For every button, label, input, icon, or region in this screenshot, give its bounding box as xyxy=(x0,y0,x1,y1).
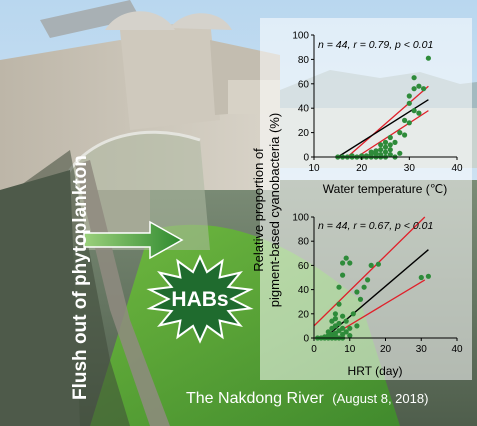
data-point xyxy=(411,108,417,114)
xlabel-water-temperature: Water temperature (℃) xyxy=(323,182,447,196)
data-point xyxy=(368,262,374,268)
data-point xyxy=(402,117,408,123)
data-point xyxy=(382,149,389,155)
data-point xyxy=(365,277,371,283)
data-point xyxy=(418,274,424,281)
data-point xyxy=(350,311,356,317)
data-point xyxy=(411,86,417,92)
data-point xyxy=(406,120,412,126)
x-tick-label: 30 xyxy=(404,163,416,174)
data-point xyxy=(361,284,367,290)
x-tick-label: 0 xyxy=(311,344,317,355)
y-tick-label: 20 xyxy=(298,128,310,139)
shared-ylabel-line2: pigment-based cyanobacteria (%) xyxy=(267,113,282,307)
x-tick-label: 40 xyxy=(451,163,463,174)
y-tick-label: 80 xyxy=(298,55,310,66)
data-point xyxy=(378,142,384,148)
data-point xyxy=(397,130,403,136)
data-point xyxy=(340,260,346,266)
location-caption: The Nakdong River (August 8, 2018) xyxy=(186,390,428,407)
data-point xyxy=(357,296,364,302)
y-tick-label: 0 xyxy=(303,153,309,164)
data-point xyxy=(340,313,346,319)
x-tick-label: 20 xyxy=(380,344,392,355)
data-point xyxy=(375,261,381,267)
y-tick-label: 60 xyxy=(298,261,310,272)
data-point xyxy=(402,132,408,138)
data-point xyxy=(336,301,342,307)
data-point xyxy=(349,153,355,159)
data-point xyxy=(336,320,342,327)
chart-stats-hrt: n = 44, r = 0.67, p < 0.01 xyxy=(318,220,433,232)
data-point xyxy=(382,144,389,150)
x-tick-label: 10 xyxy=(344,344,356,355)
location-name: The Nakdong River xyxy=(186,390,325,407)
y-tick-label: 100 xyxy=(292,31,309,42)
habs-burst-icon xyxy=(146,254,254,344)
data-point xyxy=(343,318,349,324)
data-point xyxy=(378,152,384,158)
y-tick-label: 20 xyxy=(298,309,310,320)
data-point xyxy=(373,148,379,154)
data-point xyxy=(411,75,417,81)
data-point xyxy=(332,316,338,322)
data-point xyxy=(363,153,369,159)
ci-lower-line xyxy=(356,110,429,158)
data-point xyxy=(340,325,346,331)
data-point xyxy=(347,325,353,331)
data-point xyxy=(425,273,431,279)
y-tick-label: 40 xyxy=(298,285,310,296)
data-point xyxy=(387,152,393,158)
data-point xyxy=(425,55,431,61)
chart-hrt: 0 20 40 60 80 100 0 10 20 30 40 n = 44, r = 0.67,… xyxy=(292,213,463,379)
y-tick-label: 60 xyxy=(298,79,310,90)
ci-upper-line xyxy=(346,85,429,158)
xlabel-hrt: HRT (day) xyxy=(348,364,403,378)
data-point xyxy=(387,147,393,153)
data-point xyxy=(421,86,427,92)
data-point xyxy=(406,93,412,99)
x-tick-label: 20 xyxy=(356,163,368,174)
ci-upper-line xyxy=(313,216,426,327)
data-point xyxy=(416,83,422,89)
data-point xyxy=(368,149,374,155)
location-date: (August 8, 2018) xyxy=(332,391,428,406)
data-point xyxy=(332,311,338,317)
data-point xyxy=(347,260,353,266)
regression-line xyxy=(324,249,429,339)
data-point xyxy=(347,333,353,339)
data-point xyxy=(343,255,349,261)
data-point xyxy=(343,329,349,335)
plot-panel-background xyxy=(260,18,472,380)
chart-water-temperature: 0 20 40 60 80 100 10 20 30 40 n = 44, r = 0.79, … xyxy=(292,31,463,197)
y-tick-label: 0 xyxy=(303,334,309,345)
x-tick-label: 30 xyxy=(416,344,428,355)
chart-stats-temperature: n = 44, r = 0.79, p < 0.01 xyxy=(318,39,433,51)
habs-label: HABs xyxy=(171,288,228,311)
habs-badge: HABs xyxy=(146,254,254,344)
data-point xyxy=(416,110,422,116)
shared-ylabel-line1: Relative proportion of xyxy=(251,148,266,272)
data-point xyxy=(340,272,346,278)
data-point xyxy=(354,289,360,295)
data-point xyxy=(406,100,412,106)
data-point xyxy=(392,139,398,145)
x-tick-label: 40 xyxy=(451,344,463,355)
y-tick-label: 40 xyxy=(298,104,310,115)
data-point xyxy=(397,150,403,156)
data-point xyxy=(387,142,393,148)
data-point xyxy=(387,134,393,141)
flush-caption: Flush out of phytoplankton xyxy=(70,155,91,400)
data-point xyxy=(336,284,342,290)
flush-arrow-icon xyxy=(83,220,184,260)
y-tick-label: 100 xyxy=(292,213,309,224)
data-point xyxy=(378,147,384,153)
x-tick-label: 10 xyxy=(308,163,320,174)
data-point xyxy=(354,323,360,329)
shared-ylabel: Relative proportion of pigment-based cya… xyxy=(251,113,282,307)
y-tick-label: 80 xyxy=(298,237,310,248)
data-point xyxy=(382,139,389,145)
